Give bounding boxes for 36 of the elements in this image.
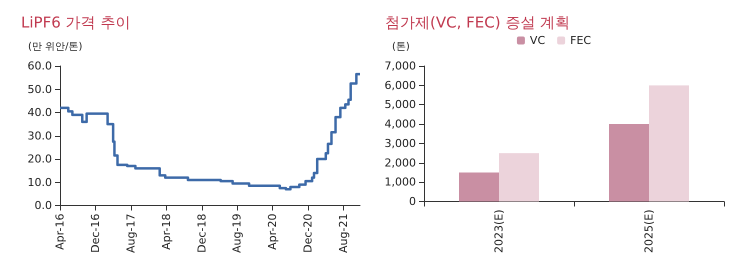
y-tick-label: 0 — [409, 194, 416, 208]
y-axis-title: (톤) — [392, 42, 410, 52]
y-tick-label: 6,000 — [384, 78, 416, 92]
y-tick-label: 5,000 — [384, 98, 416, 112]
x-tick-label: Dec-16 — [89, 214, 102, 253]
y-tick-label: 2,000 — [384, 156, 416, 170]
y-tick-label: 40.0 — [28, 106, 52, 120]
x-tick-label: Aug-17 — [124, 214, 138, 254]
x-tick-label: Dec-20 — [302, 214, 315, 253]
bar — [499, 153, 539, 202]
x-tick-label: Apr-18 — [160, 214, 173, 250]
y-tick-label: 60.0 — [28, 60, 52, 72]
legend-label: FEC — [570, 34, 592, 47]
chart-title: 첨가제(VC, FEC) 증설 계획 — [385, 14, 570, 32]
bar — [649, 85, 689, 202]
y-tick-label: 0.0 — [34, 199, 52, 212]
bar — [609, 124, 649, 202]
y-tick-label: 30.0 — [28, 129, 52, 142]
x-tick-label: Aug-19 — [230, 214, 244, 254]
y-tick-label: 7,000 — [384, 60, 416, 72]
y-axis-title: (만 위안/톤) — [28, 42, 82, 52]
x-tick-label: Apr-20 — [266, 214, 280, 250]
y-tick-label: 4,000 — [384, 118, 416, 131]
chart-title: LiPF6 가격 추이 — [21, 14, 130, 32]
y-tick-label: 20.0 — [28, 152, 52, 166]
legend-label: VC — [530, 34, 546, 47]
bar — [459, 172, 499, 202]
y-tick-label: 1,000 — [384, 176, 416, 189]
x-tick-label: Apr-16 — [54, 214, 66, 250]
y-tick-label: 10.0 — [28, 176, 52, 189]
y-tick-label: 50.0 — [28, 82, 52, 96]
x-tick-label: 2025(E) — [642, 209, 656, 254]
y-tick-label: 3,000 — [384, 136, 416, 150]
x-tick-label: Dec-18 — [195, 214, 208, 253]
x-tick-label: Aug-21 — [337, 214, 350, 254]
x-tick-label: 2023(E) — [492, 209, 506, 254]
